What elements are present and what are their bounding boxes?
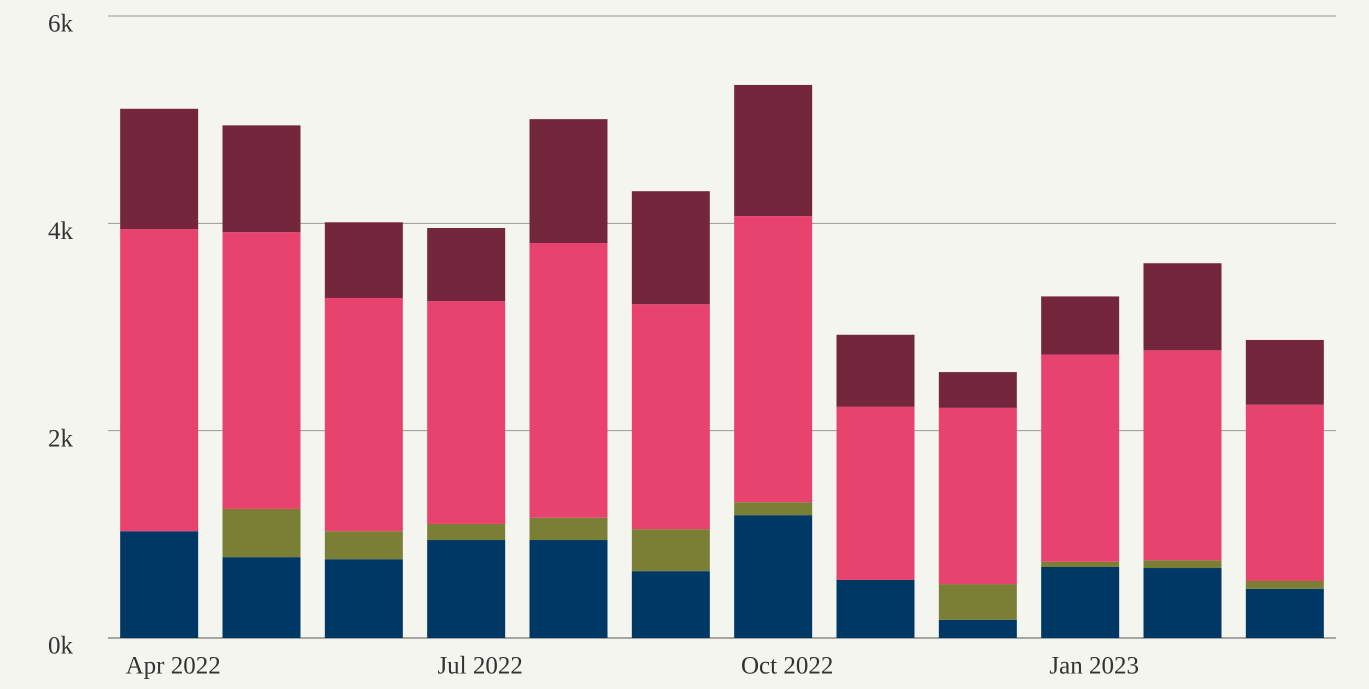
bar-segment bbox=[324, 297, 403, 532]
bar-segment bbox=[324, 531, 403, 560]
bar-segment bbox=[631, 191, 710, 305]
bar-segment bbox=[120, 531, 199, 638]
bar-segment bbox=[836, 406, 915, 580]
bar-segment bbox=[427, 227, 506, 302]
x-tick-label: Apr 2022 bbox=[126, 653, 221, 680]
bar-segment bbox=[427, 523, 506, 541]
bar-segment bbox=[836, 334, 915, 407]
y-tick-label: 6k bbox=[48, 11, 74, 38]
bar-segment bbox=[938, 407, 1017, 585]
bar-segment bbox=[836, 579, 915, 638]
bar-segment bbox=[734, 502, 813, 516]
bar-segment bbox=[1245, 339, 1324, 405]
y-tick-label: 0k bbox=[48, 633, 74, 660]
bar-segment bbox=[529, 119, 608, 244]
bar-segment bbox=[120, 108, 199, 230]
bar-segment bbox=[1041, 566, 1120, 638]
y-tick-label: 2k bbox=[48, 425, 74, 452]
bar-segment bbox=[938, 619, 1017, 638]
bar-segment bbox=[734, 216, 813, 503]
bar-segment bbox=[631, 571, 710, 638]
bar-segment bbox=[427, 301, 506, 524]
x-tick-label: Jan 2023 bbox=[1049, 653, 1139, 680]
bar-segment bbox=[734, 515, 813, 638]
bar-segment bbox=[1143, 568, 1222, 638]
bar-segment bbox=[1245, 580, 1324, 589]
bar-segment bbox=[1245, 404, 1324, 581]
bar-segment bbox=[734, 84, 813, 217]
bar-segment bbox=[938, 372, 1017, 408]
bar-segment bbox=[1143, 560, 1222, 569]
bar-segment bbox=[222, 557, 301, 638]
bar-segment bbox=[1041, 296, 1120, 355]
bar-segment bbox=[631, 529, 710, 572]
x-tick-label: Jul 2022 bbox=[437, 653, 522, 680]
bar-segment bbox=[529, 243, 608, 518]
bar-segment bbox=[1143, 263, 1222, 351]
bar-segment bbox=[222, 232, 301, 509]
bar-segment bbox=[1041, 561, 1120, 567]
bar-segment bbox=[120, 229, 199, 532]
bar-segment bbox=[324, 559, 403, 638]
bar-segment bbox=[529, 540, 608, 638]
bar-segment bbox=[938, 584, 1017, 620]
bar-segment bbox=[222, 125, 301, 233]
bar-segment bbox=[1245, 588, 1324, 638]
bar-segment bbox=[1041, 354, 1120, 562]
bar-segment bbox=[324, 222, 403, 298]
bar-segment bbox=[427, 540, 506, 638]
bar-segment bbox=[529, 517, 608, 541]
bar-segment bbox=[222, 508, 301, 558]
bar-segment bbox=[1143, 350, 1222, 561]
x-tick-label: Oct 2022 bbox=[741, 653, 833, 680]
y-tick-label: 4k bbox=[48, 218, 74, 245]
bar-segment bbox=[631, 304, 710, 530]
